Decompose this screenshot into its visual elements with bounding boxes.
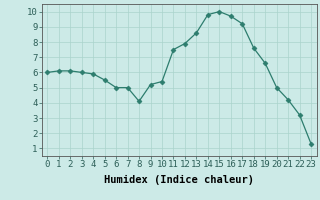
X-axis label: Humidex (Indice chaleur): Humidex (Indice chaleur) [104, 175, 254, 185]
